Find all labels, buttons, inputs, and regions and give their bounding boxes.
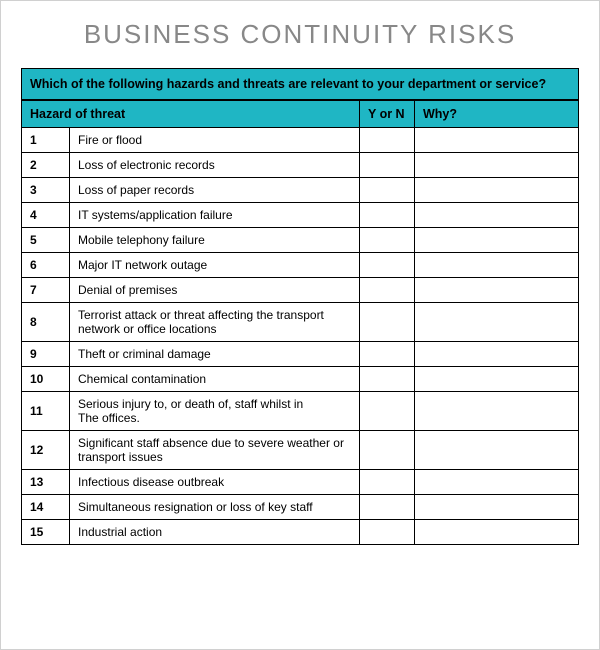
why-cell[interactable] <box>415 203 579 228</box>
row-number: 10 <box>22 367 70 392</box>
table-body: 1Fire or flood2Loss of electronic record… <box>22 128 579 545</box>
table-row: 15Industrial action <box>22 520 579 545</box>
question-row: Which of the following hazards and threa… <box>22 69 579 101</box>
row-number: 14 <box>22 495 70 520</box>
hazard-cell: Serious injury to, or death of, staff wh… <box>70 392 360 431</box>
why-cell[interactable] <box>415 253 579 278</box>
yn-cell[interactable] <box>360 470 415 495</box>
hazard-cell: Denial of premises <box>70 278 360 303</box>
hazard-cell: Loss of paper records <box>70 178 360 203</box>
row-number: 6 <box>22 253 70 278</box>
table-row: 14Simultaneous resignation or loss of ke… <box>22 495 579 520</box>
row-number: 11 <box>22 392 70 431</box>
hazard-cell: Fire or flood <box>70 128 360 153</box>
hazard-cell: IT systems/application failure <box>70 203 360 228</box>
header-why: Why? <box>415 100 579 128</box>
page-title: BUSINESS CONTINUITY RISKS <box>21 19 579 50</box>
hazard-cell: Major IT network outage <box>70 253 360 278</box>
hazard-cell: Simultaneous resignation or loss of key … <box>70 495 360 520</box>
why-cell[interactable] <box>415 153 579 178</box>
why-cell[interactable] <box>415 342 579 367</box>
why-cell[interactable] <box>415 367 579 392</box>
row-number: 7 <box>22 278 70 303</box>
risks-table: Which of the following hazards and threa… <box>21 68 579 545</box>
row-number: 5 <box>22 228 70 253</box>
yn-cell[interactable] <box>360 228 415 253</box>
header-row: Hazard of threat Y or N Why? <box>22 100 579 128</box>
table-row: 2Loss of electronic records <box>22 153 579 178</box>
row-number: 13 <box>22 470 70 495</box>
row-number: 15 <box>22 520 70 545</box>
row-number: 1 <box>22 128 70 153</box>
page-container: BUSINESS CONTINUITY RISKS Which of the f… <box>1 1 599 565</box>
why-cell[interactable] <box>415 495 579 520</box>
table-row: 5Mobile telephony failure <box>22 228 579 253</box>
row-number: 12 <box>22 431 70 470</box>
why-cell[interactable] <box>415 470 579 495</box>
header-hazard: Hazard of threat <box>22 100 360 128</box>
why-cell[interactable] <box>415 178 579 203</box>
why-cell[interactable] <box>415 431 579 470</box>
row-number: 4 <box>22 203 70 228</box>
row-number: 2 <box>22 153 70 178</box>
yn-cell[interactable] <box>360 367 415 392</box>
question-cell: Which of the following hazards and threa… <box>22 69 579 101</box>
table-row: 8Terrorist attack or threat affecting th… <box>22 303 579 342</box>
yn-cell[interactable] <box>360 495 415 520</box>
row-number: 3 <box>22 178 70 203</box>
table-row: 3Loss of paper records <box>22 178 579 203</box>
header-yn: Y or N <box>360 100 415 128</box>
yn-cell[interactable] <box>360 128 415 153</box>
table-row: 13Infectious disease outbreak <box>22 470 579 495</box>
yn-cell[interactable] <box>360 392 415 431</box>
yn-cell[interactable] <box>360 278 415 303</box>
table-row: 1Fire or flood <box>22 128 579 153</box>
yn-cell[interactable] <box>360 342 415 367</box>
hazard-cell: Mobile telephony failure <box>70 228 360 253</box>
why-cell[interactable] <box>415 303 579 342</box>
hazard-cell: Theft or criminal damage <box>70 342 360 367</box>
row-number: 8 <box>22 303 70 342</box>
why-cell[interactable] <box>415 278 579 303</box>
table-row: 7Denial of premises <box>22 278 579 303</box>
table-row: 12Significant staff absence due to sever… <box>22 431 579 470</box>
yn-cell[interactable] <box>360 520 415 545</box>
hazard-cell: Significant staff absence due to severe … <box>70 431 360 470</box>
table-row: 11Serious injury to, or death of, staff … <box>22 392 579 431</box>
yn-cell[interactable] <box>360 203 415 228</box>
why-cell[interactable] <box>415 128 579 153</box>
yn-cell[interactable] <box>360 303 415 342</box>
hazard-cell: Industrial action <box>70 520 360 545</box>
hazard-cell: Infectious disease outbreak <box>70 470 360 495</box>
why-cell[interactable] <box>415 392 579 431</box>
yn-cell[interactable] <box>360 431 415 470</box>
row-number: 9 <box>22 342 70 367</box>
yn-cell[interactable] <box>360 153 415 178</box>
yn-cell[interactable] <box>360 253 415 278</box>
table-row: 6Major IT network outage <box>22 253 579 278</box>
table-row: 10Chemical contamination <box>22 367 579 392</box>
why-cell[interactable] <box>415 228 579 253</box>
table-row: 4IT systems/application failure <box>22 203 579 228</box>
hazard-cell: Terrorist attack or threat affecting the… <box>70 303 360 342</box>
hazard-cell: Chemical contamination <box>70 367 360 392</box>
hazard-cell: Loss of electronic records <box>70 153 360 178</box>
why-cell[interactable] <box>415 520 579 545</box>
table-row: 9Theft or criminal damage <box>22 342 579 367</box>
yn-cell[interactable] <box>360 178 415 203</box>
